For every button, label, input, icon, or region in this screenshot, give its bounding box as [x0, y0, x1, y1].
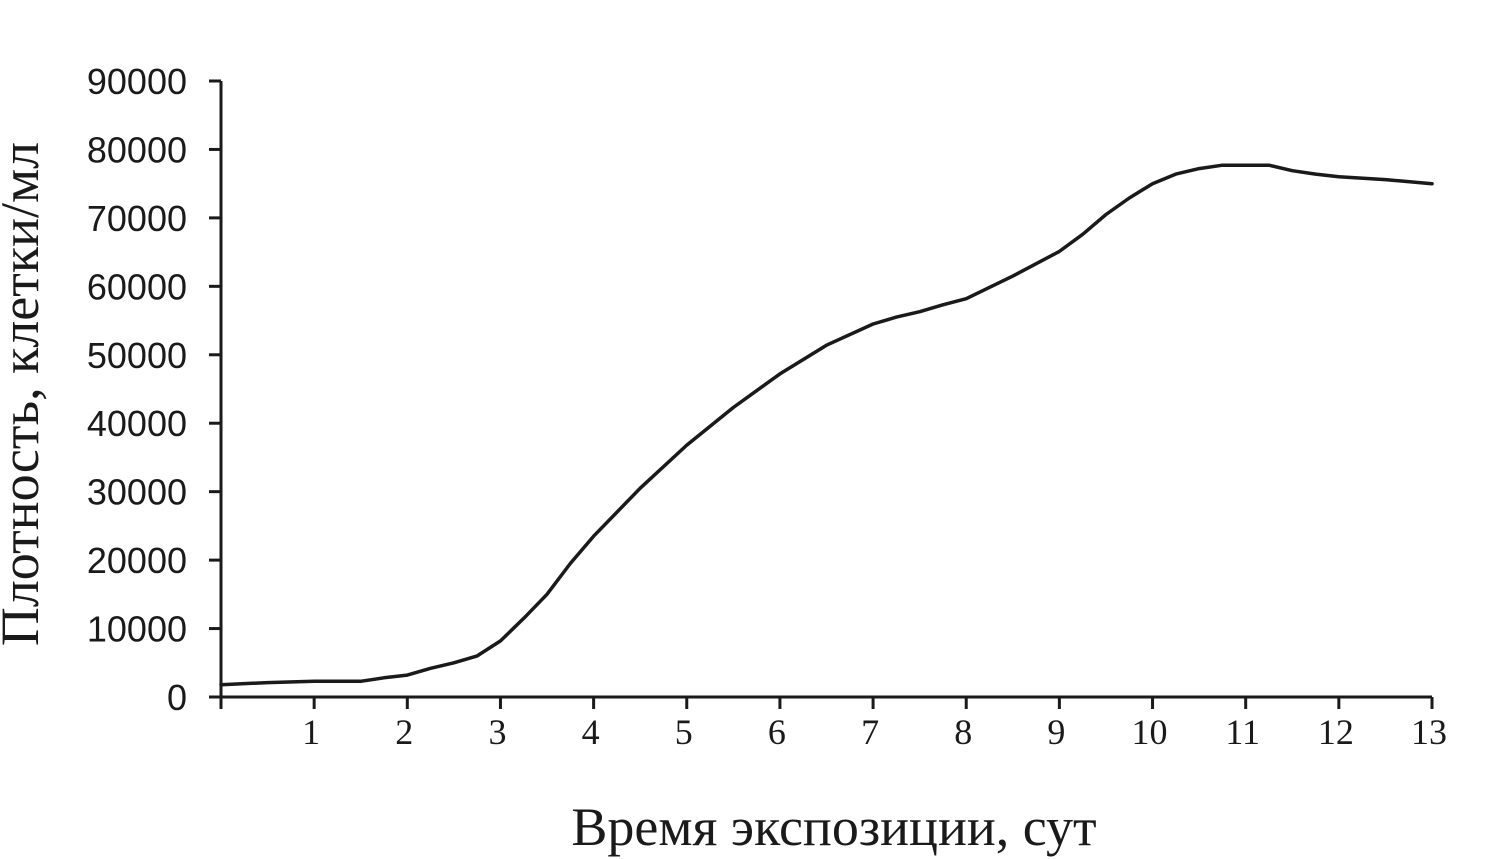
x-tick-label: 9 [1047, 712, 1065, 752]
y-tick-label: 80000 [87, 129, 187, 170]
y-axis-ticks: 0 10000 20000 30000 40000 50000 60000 70000 8000… [87, 61, 221, 718]
x-axis-title: Время экспозиции, сут [571, 797, 1096, 857]
y-tick-label: 40000 [87, 403, 187, 444]
x-tick-label: 7 [861, 712, 879, 752]
y-tick-label: 0 [167, 677, 187, 718]
y-tick-label: 70000 [87, 198, 187, 239]
y-tick-label: 10000 [87, 609, 187, 650]
x-tick-label: 2 [395, 712, 413, 752]
y-tick-label: 20000 [87, 540, 187, 581]
y-axis-title: Плотность, клетки/мл [0, 142, 50, 646]
x-tick-label: 11 [1225, 712, 1260, 752]
x-tick-label: 6 [768, 712, 786, 752]
x-tick-label: 5 [675, 712, 693, 752]
series-layer [219, 163, 1434, 687]
y-tick-label: 60000 [87, 266, 187, 307]
y-tick-label: 30000 [87, 472, 187, 513]
x-tick-label: 13 [1411, 712, 1447, 752]
x-axis-ticks: 1 2 3 4 5 6 7 8 9 10 11 12 13 [219, 697, 1447, 752]
y-tick-label: 50000 [87, 335, 187, 376]
x-tick-label: 1 [302, 712, 320, 752]
x-tick-label: 12 [1318, 712, 1354, 752]
y-tick-label: 90000 [87, 61, 187, 102]
x-tick-label: 10 [1132, 712, 1168, 752]
series-line [219, 163, 1434, 687]
x-tick-label: 8 [954, 712, 972, 752]
x-tick-label: 4 [582, 712, 600, 752]
x-tick-label: 3 [488, 712, 506, 752]
